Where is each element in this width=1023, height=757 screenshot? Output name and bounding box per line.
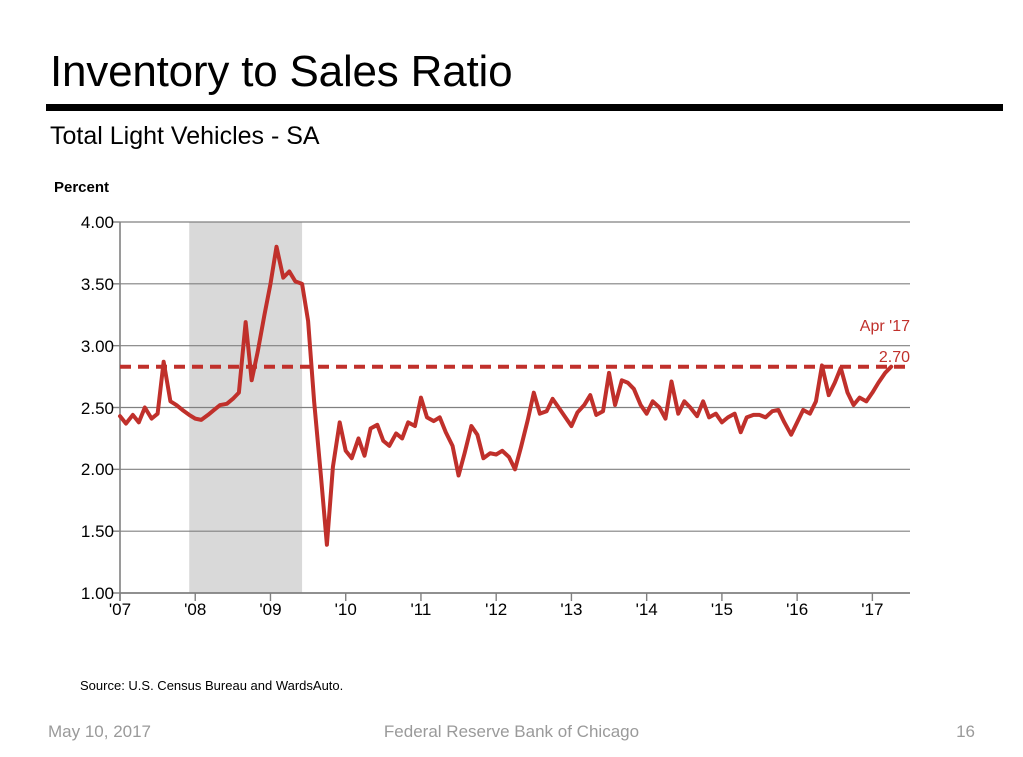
x-axis-tick-label: '16 [786,600,809,619]
y-axis-tick-label: 2.50 [80,398,114,418]
y-axis-tick-label: 1.00 [80,584,114,603]
y-axis-tick-label: 2.00 [80,460,114,480]
x-axis-tick-label: '12 [485,600,508,619]
footer-date: May 10, 2017 [48,722,152,741]
annotation-value-label: 2.70 [878,348,910,366]
title-divider-rule [46,104,1003,111]
x-axis-tick-label: '14 [635,600,658,619]
x-axis-tick-label: '13 [560,600,583,619]
y-axis-unit-label: Percent [54,179,110,196]
footer-organization: Federal Reserve Bank of Chicago [383,722,640,741]
page-title: Inventory to Sales Ratio [50,47,513,96]
footer-page-number: 16 [956,722,975,741]
y-axis-tick-label: 3.00 [80,336,114,356]
y-axis-tick-label: 3.50 [80,274,114,294]
annotation-period-label: Apr '17 [859,317,910,335]
x-axis-tick-label: '09 [259,600,282,619]
x-axis-tick-label: '08 [184,600,207,619]
series-line-inventory-to-sales-ratio [118,244,894,547]
x-axis-tick-label: '11 [410,600,432,619]
x-axis-tick-label: '10 [334,600,357,619]
x-axis-ticks [119,593,874,601]
source-note: Source: U.S. Census Bureau and WardsAuto… [80,678,344,693]
x-axis-tick-label: '15 [710,600,733,619]
y-axis-tick-label: 1.50 [80,522,114,542]
x-axis-tick-label: '17 [861,600,884,619]
page-subtitle: Total Light Vehicles - SA [50,122,320,150]
x-axis-tick-label: '07 [108,600,132,619]
y-axis-tick-label: 4.00 [80,213,114,232]
